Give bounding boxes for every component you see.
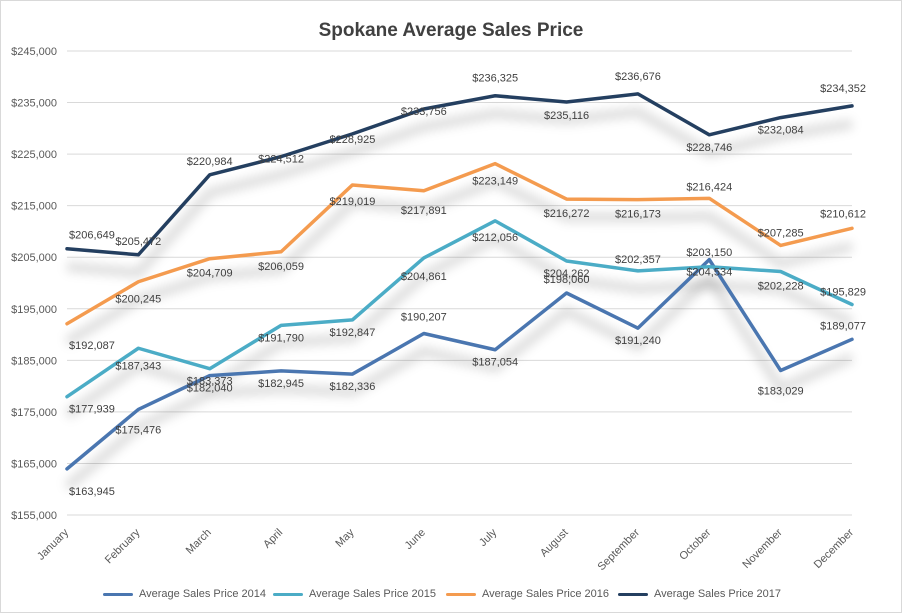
x-axis: January February March April May June July Augu… xyxy=(35,526,856,573)
data-label: $204,262 xyxy=(544,268,590,280)
data-label: $220,984 xyxy=(187,156,233,168)
line-shadows xyxy=(63,106,855,491)
data-label: $210,612 xyxy=(820,208,866,220)
data-label: $219,019 xyxy=(330,196,376,208)
data-label: $187,343 xyxy=(115,360,161,372)
data-label: $191,240 xyxy=(615,335,661,347)
data-label: $212,056 xyxy=(472,232,518,244)
x-tick-label: December xyxy=(812,526,857,571)
legend-swatch xyxy=(273,592,303,596)
series-line xyxy=(65,161,854,326)
series-shadow xyxy=(64,176,854,347)
data-label: $223,149 xyxy=(472,176,518,188)
legend-item: Average Sales Price 2016 xyxy=(446,586,609,602)
x-tick-label: March xyxy=(184,527,214,557)
y-tick-label: $215,000 xyxy=(11,201,57,213)
x-tick-label: November xyxy=(740,526,785,571)
legend-label: Average Sales Price 2014 xyxy=(139,588,266,600)
legend-swatch xyxy=(446,592,476,596)
y-tick-label: $175,000 xyxy=(11,407,57,419)
data-labels: $163,945 $175,476 $182,040 $182,945 $182,336… xyxy=(69,71,866,498)
data-label: $228,746 xyxy=(686,142,732,154)
data-label: $235,116 xyxy=(544,110,589,122)
data-label: $189,077 xyxy=(820,320,866,332)
legend-swatch xyxy=(103,592,133,596)
x-tick-label: October xyxy=(677,526,713,562)
data-label: $204,534 xyxy=(686,267,732,279)
series-line xyxy=(65,219,854,399)
chart-title: Spokane Average Sales Price xyxy=(318,20,584,41)
series-shadow xyxy=(66,106,853,278)
x-tick-label: June xyxy=(403,527,428,552)
data-label: $224,512 xyxy=(258,154,304,166)
data-label: $182,040 xyxy=(187,383,233,395)
data-label: $206,059 xyxy=(258,261,304,273)
x-tick-label: September xyxy=(595,526,642,573)
data-label: $192,847 xyxy=(330,327,376,339)
y-tick-label: $155,000 xyxy=(11,510,57,522)
data-label: $191,790 xyxy=(258,332,304,344)
data-label: $195,829 xyxy=(820,287,866,299)
data-label: $177,939 xyxy=(69,404,115,416)
data-label: $182,336 xyxy=(330,381,376,393)
y-tick-label: $205,000 xyxy=(11,252,57,264)
data-label: $205,472 xyxy=(115,236,161,248)
series-shadow xyxy=(63,269,855,491)
series-line xyxy=(65,257,854,471)
legend-item: Average Sales Price 2017 xyxy=(618,586,781,602)
y-tick-label: $185,000 xyxy=(11,355,57,367)
data-label: $203,150 xyxy=(686,247,732,259)
data-label: $204,709 xyxy=(187,268,233,280)
x-tick-label: April xyxy=(261,527,285,551)
y-tick-label: $225,000 xyxy=(11,149,57,161)
series-line xyxy=(65,92,854,257)
data-label: $217,891 xyxy=(401,205,447,217)
data-label: $183,373 xyxy=(187,376,233,388)
y-tick-label: $235,000 xyxy=(11,98,57,110)
data-label: $233,756 xyxy=(401,106,447,118)
legend-label: Average Sales Price 2015 xyxy=(309,588,436,600)
series-shadow xyxy=(64,233,855,419)
data-label: $206,649 xyxy=(69,230,115,242)
x-tick-label: May xyxy=(333,526,357,550)
data-label: $228,925 xyxy=(330,134,376,146)
y-tick-label: $245,000 xyxy=(11,46,57,58)
y-tick-label: $195,000 xyxy=(11,304,57,316)
data-label: $202,228 xyxy=(758,281,804,293)
data-label: $216,173 xyxy=(615,209,661,221)
legend-item: Average Sales Price 2015 xyxy=(273,586,436,602)
data-label: $234,352 xyxy=(820,83,866,95)
data-label: $200,245 xyxy=(115,294,161,306)
series-lines xyxy=(65,92,854,471)
data-label: $236,676 xyxy=(615,71,661,83)
data-label: $175,476 xyxy=(115,424,161,436)
y-axis: $155,000 $165,000 $175,000 $185,000 $195,000… xyxy=(11,46,57,522)
legend-label: Average Sales Price 2017 xyxy=(654,588,781,600)
data-label: $216,424 xyxy=(686,181,732,193)
legend-item: Average Sales Price 2014 xyxy=(103,586,266,602)
data-label: $202,357 xyxy=(615,254,661,266)
data-label: $232,084 xyxy=(758,125,804,137)
data-label: $216,272 xyxy=(544,208,590,220)
x-tick-label: July xyxy=(477,526,500,549)
data-label: $163,945 xyxy=(69,486,115,498)
data-label: $207,285 xyxy=(758,227,804,239)
data-label: $190,207 xyxy=(401,311,447,323)
legend: Average Sales Price 2014 Average Sales Pr… xyxy=(0,586,902,602)
legend-label: Average Sales Price 2016 xyxy=(482,588,609,600)
x-tick-label: January xyxy=(35,526,72,563)
y-tick-label: $165,000 xyxy=(11,458,57,470)
x-tick-label: February xyxy=(103,526,143,566)
data-label: $236,325 xyxy=(472,73,518,85)
data-label: $182,945 xyxy=(258,378,304,390)
data-label: $204,861 xyxy=(401,271,447,283)
data-label: $187,054 xyxy=(472,357,518,369)
data-label: $183,029 xyxy=(758,385,804,397)
data-label: $198,060 xyxy=(544,274,590,286)
data-label: $192,087 xyxy=(69,340,115,352)
legend-swatch xyxy=(618,592,648,596)
x-tick-label: August xyxy=(538,527,571,560)
